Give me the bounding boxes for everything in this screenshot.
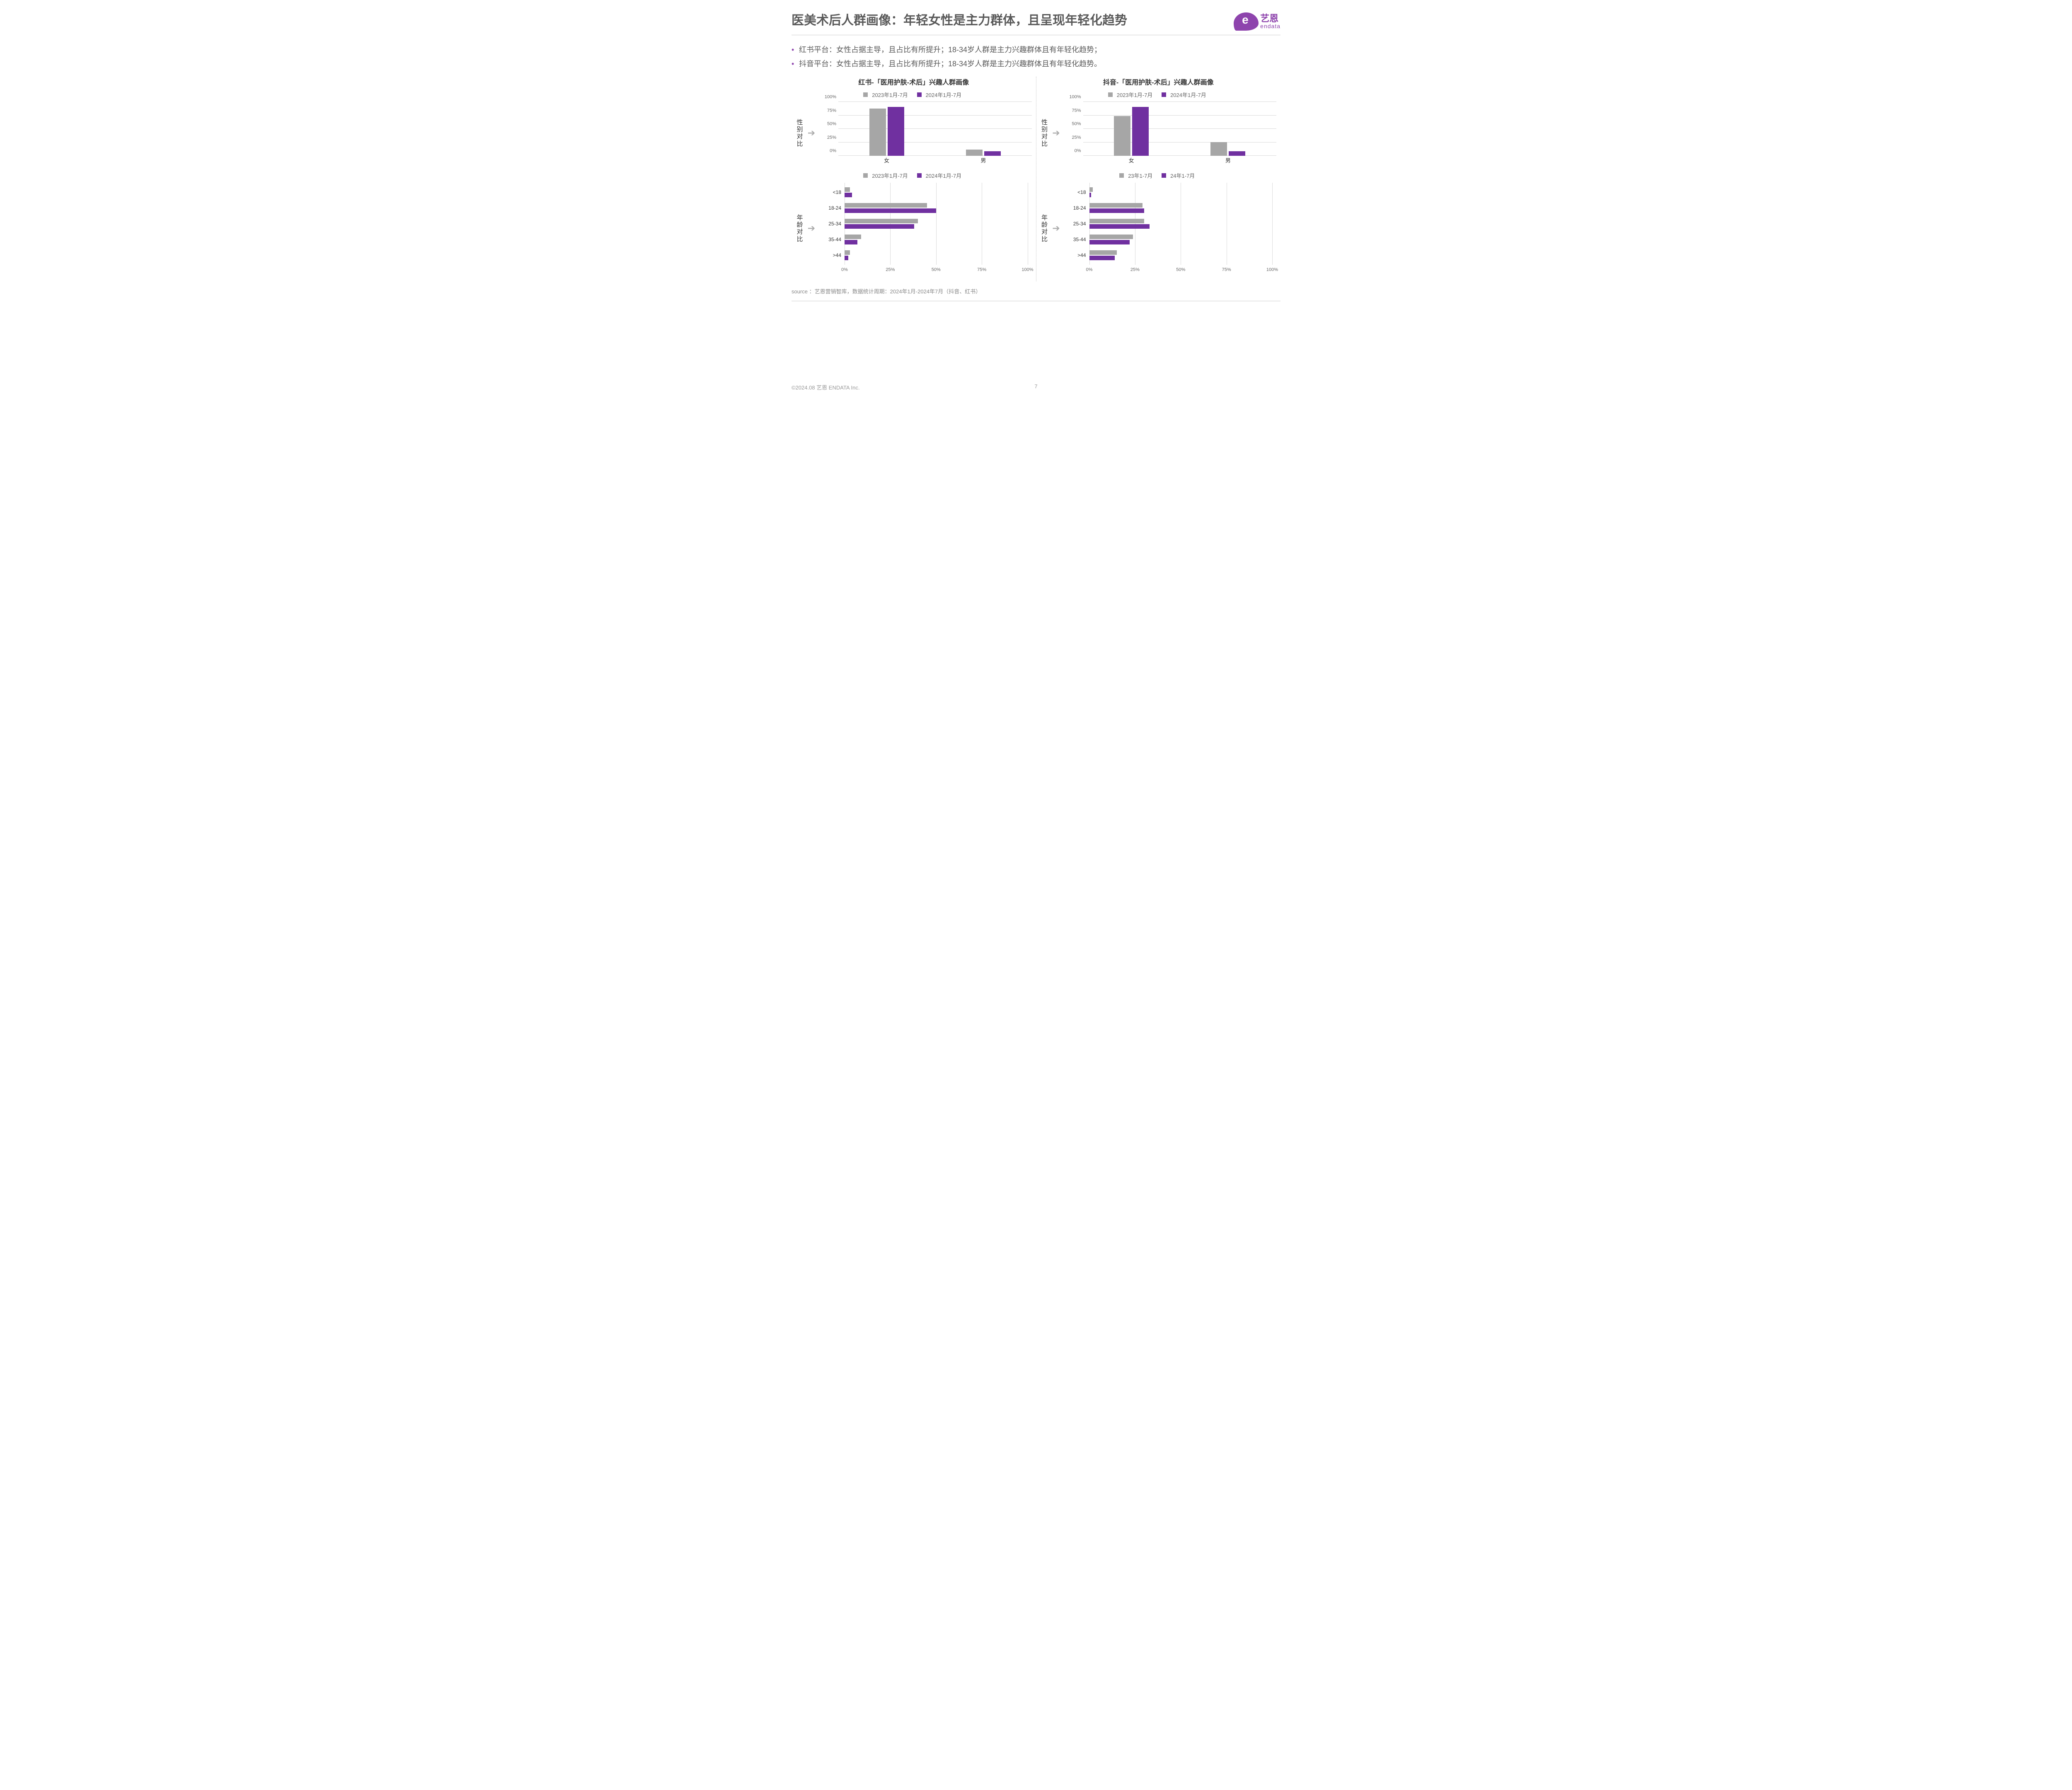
bar-2024 <box>1089 193 1091 197</box>
right-gender-chart: 0%25%50%75%100%女男 <box>1065 102 1277 164</box>
bar-2023 <box>1210 142 1227 156</box>
arrow-icon: ➔ <box>806 128 817 138</box>
bar-2024 <box>845 240 857 244</box>
bar-2023 <box>1089 187 1093 192</box>
row-label-age: 年龄对比 <box>1041 214 1049 243</box>
bar-2023 <box>845 250 850 255</box>
legend-swatch-2023 <box>1119 173 1124 178</box>
category-label: 18-24 <box>820 205 841 211</box>
chart-title-left: 红书-「医用护肤-术后」兴趣人群画像 <box>796 77 1032 87</box>
logo-icon <box>1234 12 1259 31</box>
left-gender-row: 性别对比 ➔ 0%25%50%75%100%女男 <box>796 102 1032 164</box>
bar-2024 <box>845 256 848 260</box>
slide: 医美术后人群画像：年轻女性是主力群体，且呈现年轻化趋势 艺恩 endata 红书… <box>771 0 1301 398</box>
logo-cn: 艺恩 <box>1260 14 1280 23</box>
left-column: 红书-「医用护肤-术后」兴趣人群画像 2023年1月-7月 2024年1月-7月… <box>792 77 1036 281</box>
bar-2024 <box>1089 224 1150 229</box>
charts-container: 红书-「医用护肤-术后」兴趣人群画像 2023年1月-7月 2024年1月-7月… <box>792 77 1280 281</box>
row-label-gender: 性别对比 <box>1041 119 1049 148</box>
category-label: 男 <box>935 156 1031 164</box>
bullet-item: 抖音平台：女性占据主导，且占比有所提升；18-34岁人群是主力兴趣群体且有年轻化… <box>792 57 1280 71</box>
bar-2024 <box>888 107 904 156</box>
bar-2023 <box>845 219 918 223</box>
legend-swatch-2024 <box>917 92 922 97</box>
bar-2023 <box>845 203 927 208</box>
bullet-list: 红书平台：女性占据主导，且占比有所提升；18-34岁人群是主力兴趣群体且有年轻化… <box>792 43 1280 71</box>
chart-title-right: 抖音-「医用护肤-术后」兴趣人群画像 <box>1041 77 1277 87</box>
legend-swatch-2023 <box>863 173 868 178</box>
right-age-row: 年龄对比 ➔ 0%25%50%75%100%<1818-2425-3435-44… <box>1041 183 1277 274</box>
left-age-row: 年龄对比 ➔ 0%25%50%75%100%<1818-2425-3435-44… <box>796 183 1032 274</box>
legend-right-age: 23年1-7月 24年1-7月 <box>1041 172 1277 179</box>
right-gender-row: 性别对比 ➔ 0%25%50%75%100%女男 <box>1041 102 1277 164</box>
bar-2024 <box>845 208 936 213</box>
bar-2024 <box>1132 107 1149 156</box>
left-gender-chart: 0%25%50%75%100%女男 <box>820 102 1032 164</box>
bar-2023 <box>1089 219 1144 223</box>
category-label: <18 <box>1065 189 1086 195</box>
bar-2024 <box>1089 208 1144 213</box>
arrow-icon: ➔ <box>1051 128 1062 138</box>
category-label: 男 <box>1180 156 1276 164</box>
category-label: <18 <box>820 189 841 195</box>
legend-swatch-2023 <box>863 92 868 97</box>
bar-2023 <box>869 109 886 156</box>
bar-2023 <box>845 187 850 192</box>
bar-2023 <box>1114 116 1130 156</box>
category-label: 女 <box>1083 156 1180 164</box>
bar-2024 <box>845 224 914 229</box>
category-label: 25-34 <box>820 221 841 227</box>
page-title: 医美术后人群画像：年轻女性是主力群体，且呈现年轻化趋势 <box>792 12 1127 29</box>
category-label: 35-44 <box>1065 237 1086 242</box>
left-age-chart: 0%25%50%75%100%<1818-2425-3435-44>44 <box>820 183 1032 274</box>
bullet-item: 红书平台：女性占据主导，且占比有所提升；18-34岁人群是主力兴趣群体且有年轻化… <box>792 43 1280 57</box>
right-column: 抖音-「医用护肤-术后」兴趣人群画像 2023年1月-7月 2024年1月-7月… <box>1036 77 1281 281</box>
logo: 艺恩 endata <box>1234 12 1280 31</box>
legend-swatch-2024 <box>917 173 922 178</box>
category-label: >44 <box>1065 252 1086 258</box>
category-label: 18-24 <box>1065 205 1086 211</box>
bar-2023 <box>966 150 983 156</box>
arrow-icon: ➔ <box>1051 223 1062 234</box>
bar-2023 <box>1089 203 1143 208</box>
bar-2024 <box>984 151 1001 156</box>
legend-swatch-2024 <box>1162 92 1166 97</box>
legend-left-age: 2023年1月-7月 2024年1月-7月 <box>796 172 1032 179</box>
page-number: 7 <box>1034 383 1037 389</box>
row-label-gender: 性别对比 <box>796 119 804 148</box>
source-note: source ：艺恩营销智库，数据统计周期：2024年1月-2024年7月（抖音… <box>792 287 1280 301</box>
bar-2023 <box>845 235 861 239</box>
legend-swatch-2024 <box>1162 173 1166 178</box>
category-label: 女 <box>838 156 935 164</box>
bar-2023 <box>1089 250 1117 255</box>
bar-2024 <box>1089 256 1115 260</box>
right-age-chart: 0%25%50%75%100%<1818-2425-3435-44>44 <box>1065 183 1277 274</box>
header: 医美术后人群画像：年轻女性是主力群体，且呈现年轻化趋势 艺恩 endata <box>792 12 1280 35</box>
logo-en: endata <box>1260 23 1280 29</box>
category-label: 35-44 <box>820 237 841 242</box>
category-label: >44 <box>820 252 841 258</box>
bar-2023 <box>1089 235 1133 239</box>
copyright: ©2024.08 艺恩 ENDATA Inc. <box>792 383 859 391</box>
footer: ©2024.08 艺恩 ENDATA Inc. 7 <box>792 383 1280 391</box>
bar-2024 <box>1089 240 1130 244</box>
category-label: 25-34 <box>1065 221 1086 227</box>
legend-swatch-2023 <box>1108 92 1113 97</box>
arrow-icon: ➔ <box>806 223 817 234</box>
bar-2024 <box>845 193 852 197</box>
row-label-age: 年龄对比 <box>796 214 804 243</box>
bar-2024 <box>1229 151 1245 156</box>
